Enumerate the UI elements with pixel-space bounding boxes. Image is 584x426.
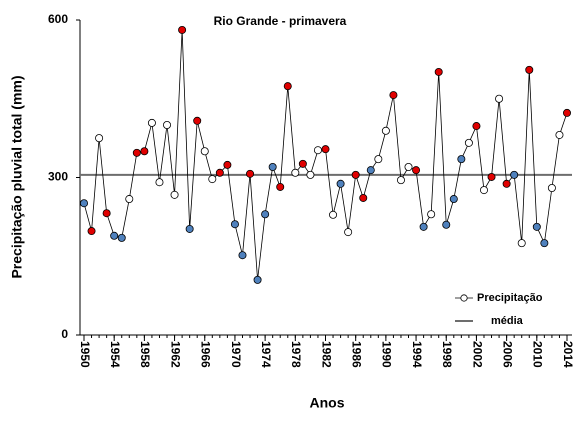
data-point (140, 147, 149, 156)
data-point (178, 25, 187, 34)
data-point (80, 199, 89, 208)
data-point (434, 67, 443, 76)
data-point (155, 178, 164, 187)
data-point (525, 65, 534, 74)
data-point (442, 220, 451, 229)
data-point (366, 166, 375, 175)
data-point (283, 82, 292, 91)
data-point (223, 160, 232, 169)
data-point (200, 147, 209, 156)
data-point (125, 195, 134, 204)
legend-label: média (491, 315, 524, 327)
legend-marker (460, 294, 468, 302)
data-point (336, 179, 345, 188)
data-point (261, 210, 270, 219)
data-point (396, 176, 405, 185)
x-tick-label: 1998 (440, 341, 454, 368)
data-point (246, 169, 255, 178)
y-tick-label: 600 (48, 12, 68, 26)
y-tick-label: 300 (48, 170, 68, 184)
data-point (298, 159, 307, 168)
data-point (313, 146, 322, 155)
data-point (555, 130, 564, 139)
data-line (83, 29, 568, 280)
x-tick-label: 1994 (410, 341, 424, 368)
data-point (389, 91, 398, 100)
x-tick-label: 2006 (500, 341, 514, 368)
data-point (449, 195, 458, 204)
data-point (412, 166, 421, 175)
data-point (147, 118, 156, 127)
data-point (510, 170, 519, 179)
x-tick-label: 1962 (168, 341, 182, 368)
data-point (532, 222, 541, 231)
data-point (193, 116, 202, 125)
data-point (502, 179, 511, 188)
x-tick-label: 1986 (350, 341, 364, 368)
data-point (374, 155, 383, 164)
data-point (132, 148, 141, 157)
data-point (230, 220, 239, 229)
data-point (291, 168, 300, 177)
data-point (359, 193, 368, 202)
data-point (344, 228, 353, 237)
x-tick-label: 1990 (380, 341, 394, 368)
data-point (479, 186, 488, 195)
data-point (547, 183, 556, 192)
x-tick-label: 1982 (319, 341, 333, 368)
data-point (495, 94, 504, 103)
data-point (95, 134, 104, 143)
data-point (268, 162, 277, 171)
data-point (329, 210, 338, 219)
x-tick-label: 1966 (199, 341, 213, 368)
chart-title: Rio Grande - primavera (214, 14, 347, 28)
data-point (321, 145, 330, 154)
data-point (487, 172, 496, 181)
data-point (215, 168, 224, 177)
data-point (404, 162, 413, 171)
data-point (117, 233, 126, 242)
x-tick-label: 2014 (561, 341, 575, 368)
x-tick-label: 1974 (259, 341, 273, 368)
data-point (464, 138, 473, 147)
x-axis-label: Anos (310, 395, 345, 411)
data-point (563, 108, 572, 117)
data-point (381, 126, 390, 135)
data-point (110, 231, 119, 240)
data-point (306, 170, 315, 179)
y-tick-label: 0 (61, 327, 68, 341)
y-axis-label: Precipitação pluvial total (mm) (9, 75, 25, 278)
data-point (351, 170, 360, 179)
data-point (276, 182, 285, 191)
data-point (163, 121, 172, 130)
data-point (170, 190, 179, 199)
data-point (238, 251, 247, 260)
x-tick-label: 2002 (470, 341, 484, 368)
data-point (457, 155, 466, 164)
data-point (253, 275, 262, 284)
x-tick-label: 1950 (78, 341, 92, 368)
data-point (419, 222, 428, 231)
x-tick-label: 1978 (289, 341, 303, 368)
x-tick-label: 1958 (138, 341, 152, 368)
legend-label: Precipitação (477, 292, 543, 304)
x-tick-label: 1954 (108, 341, 122, 368)
data-point (540, 239, 549, 248)
data-point (102, 209, 111, 218)
data-point (87, 227, 96, 236)
data-point (472, 122, 481, 131)
x-tick-label: 2010 (531, 341, 545, 368)
x-tick-label: 1970 (229, 341, 243, 368)
data-point (427, 210, 436, 219)
data-point (185, 224, 194, 233)
data-point (517, 239, 526, 248)
data-point (208, 175, 217, 184)
